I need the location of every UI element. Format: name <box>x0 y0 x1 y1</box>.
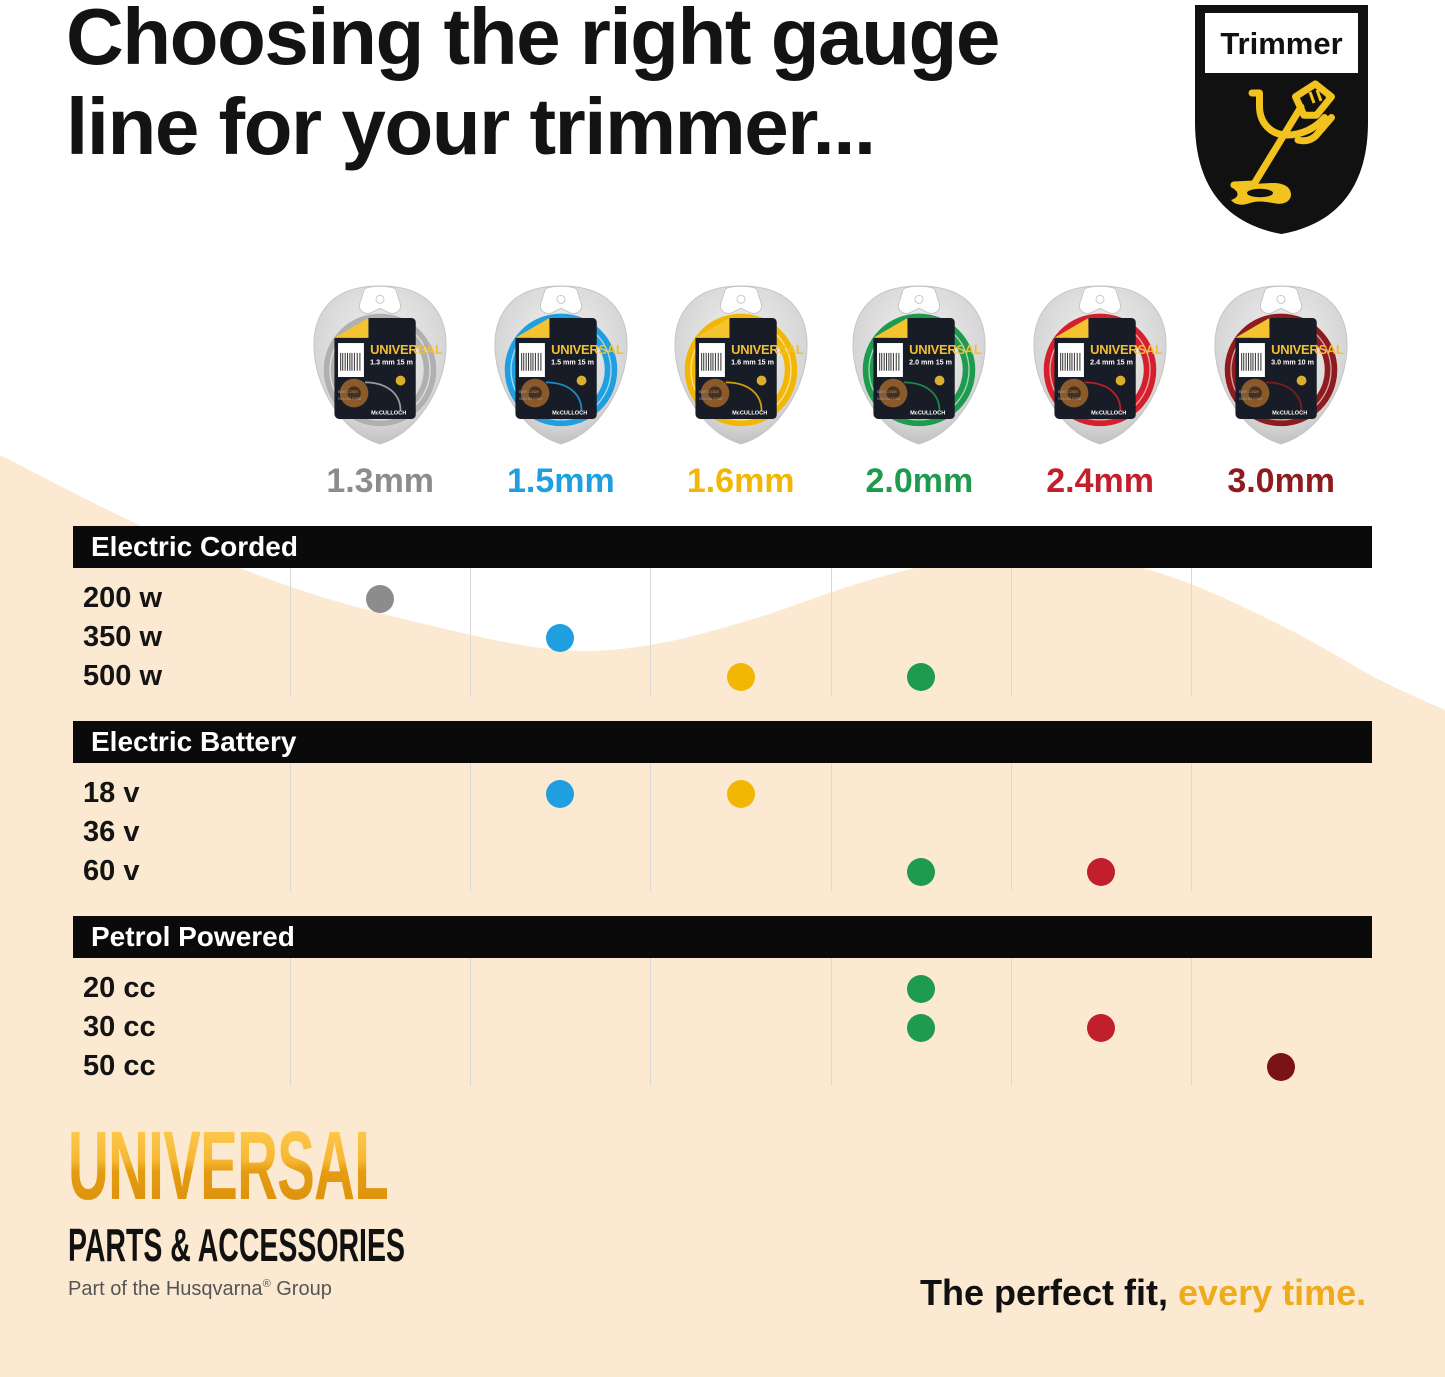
svg-text:BAR CODE: BAR CODE <box>338 390 358 394</box>
svg-text:SKU NLD000: SKU NLD000 <box>1239 397 1262 401</box>
svg-text:UNIVERSAL: UNIVERSAL <box>551 342 624 357</box>
svg-text:BAR CODE: BAR CODE <box>1058 390 1078 394</box>
svg-text:BAR CODE: BAR CODE <box>877 390 897 394</box>
svg-text:UNIVERSAL: UNIVERSAL <box>68 1122 388 1220</box>
svg-text:UNIVERSAL: UNIVERSAL <box>731 342 804 357</box>
svg-text:BAR CODE: BAR CODE <box>1239 390 1259 394</box>
svg-text:Trimmer: Trimmer <box>1220 26 1342 61</box>
svg-text:1.3 mm 15 m: 1.3 mm 15 m <box>370 359 413 367</box>
svg-text:McCULLOCH: McCULLOCH <box>371 411 406 417</box>
svg-text:UNIVERSAL: UNIVERSAL <box>1090 342 1163 357</box>
svg-text:SKU NLD000: SKU NLD000 <box>338 397 361 401</box>
svg-text:McCULLOCH: McCULLOCH <box>732 411 767 417</box>
svg-text:3.0 mm 10 m: 3.0 mm 10 m <box>1271 359 1314 367</box>
svg-text:McCULLOCH: McCULLOCH <box>552 411 587 417</box>
svg-text:BAR CODE: BAR CODE <box>519 390 539 394</box>
svg-text:SKU NLD000: SKU NLD000 <box>1058 397 1081 401</box>
svg-text:UNIVERSAL: UNIVERSAL <box>909 342 982 357</box>
svg-text:2.0 mm 15 m: 2.0 mm 15 m <box>909 359 952 367</box>
svg-text:SKU NLD000: SKU NLD000 <box>877 397 900 401</box>
svg-text:SKU NLD000: SKU NLD000 <box>519 397 542 401</box>
svg-text:UNIVERSAL: UNIVERSAL <box>1271 342 1344 357</box>
svg-text:McCULLOCH: McCULLOCH <box>1272 411 1307 417</box>
svg-text:1.6 mm 15 m: 1.6 mm 15 m <box>731 359 774 367</box>
svg-text:1.5 mm 15 m: 1.5 mm 15 m <box>551 359 594 367</box>
svg-text:McCULLOCH: McCULLOCH <box>1091 411 1126 417</box>
svg-text:McCULLOCH: McCULLOCH <box>910 411 945 417</box>
svg-text:2.4 mm 15 m: 2.4 mm 15 m <box>1090 359 1133 367</box>
svg-text:SKU NLD000: SKU NLD000 <box>699 397 722 401</box>
svg-text:UNIVERSAL: UNIVERSAL <box>370 342 443 357</box>
svg-text:BAR CODE: BAR CODE <box>699 390 719 394</box>
